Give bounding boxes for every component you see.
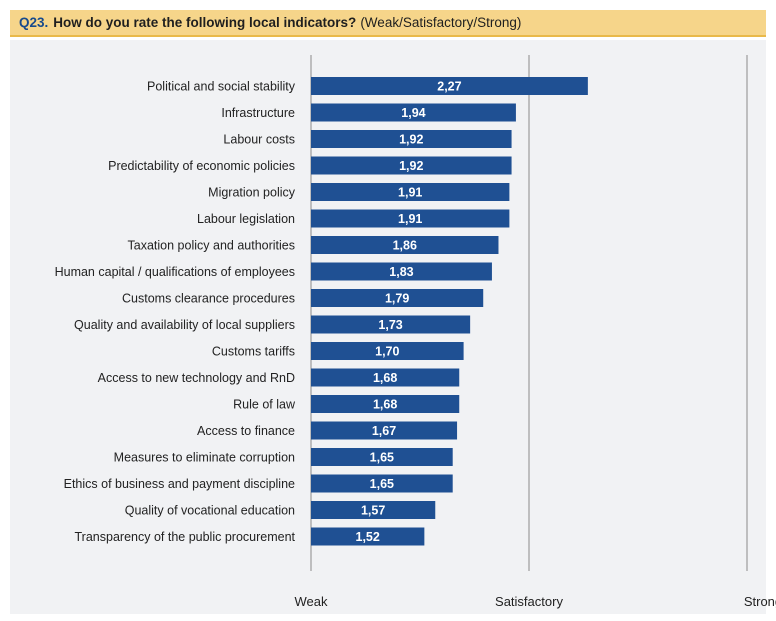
bar-11 bbox=[311, 368, 460, 387]
category-label-4: Migration policy bbox=[208, 186, 296, 200]
category-label-13: Access to finance bbox=[197, 424, 295, 438]
value-label-15: 1,65 bbox=[370, 477, 394, 491]
value-label-2: 1,92 bbox=[399, 133, 423, 147]
bar-4 bbox=[311, 183, 510, 201]
bar-1 bbox=[311, 103, 516, 122]
x-tick-label-1: Satisfactory bbox=[495, 594, 563, 609]
bar-6 bbox=[311, 236, 499, 254]
bar-12 bbox=[311, 395, 460, 413]
value-label-13: 1,67 bbox=[372, 424, 396, 438]
value-label-16: 1,57 bbox=[361, 504, 385, 518]
bar-9 bbox=[311, 315, 471, 334]
category-label-16: Quality of vocational education bbox=[125, 504, 295, 518]
value-label-4: 1,91 bbox=[398, 186, 422, 200]
category-label-5: Labour legislation bbox=[197, 212, 295, 226]
question-header: Q23. How do you rate the following local… bbox=[10, 10, 766, 37]
category-label-7: Human capital / qualifications of employ… bbox=[55, 265, 295, 279]
category-label-11: Access to new technology and RnD bbox=[98, 371, 295, 385]
category-label-1: Infrastructure bbox=[221, 106, 295, 120]
category-label-8: Customs clearance procedures bbox=[122, 292, 295, 306]
value-label-7: 1,83 bbox=[389, 265, 413, 279]
value-label-9: 1,73 bbox=[378, 318, 402, 332]
bar-5 bbox=[311, 209, 510, 228]
value-label-12: 1,68 bbox=[373, 398, 397, 412]
category-label-0: Political and social stability bbox=[147, 80, 296, 94]
value-label-1: 1,94 bbox=[401, 106, 425, 120]
question-title: How do you rate the following local indi… bbox=[53, 15, 357, 30]
bar-7 bbox=[311, 262, 492, 281]
category-label-3: Predictability of economic policies bbox=[108, 159, 295, 173]
bar-16 bbox=[311, 501, 436, 519]
bar-13 bbox=[311, 421, 458, 440]
category-label-15: Ethics of business and payment disciplin… bbox=[64, 477, 295, 491]
category-label-10: Customs tariffs bbox=[212, 345, 295, 359]
value-label-11: 1,68 bbox=[373, 371, 397, 385]
category-label-2: Labour costs bbox=[223, 133, 295, 147]
category-label-6: Taxation policy and authorities bbox=[128, 239, 295, 253]
value-label-5: 1,91 bbox=[398, 212, 422, 226]
value-label-0: 2,27 bbox=[437, 80, 461, 94]
scale-note: (Weak/Satisfactory/Strong) bbox=[360, 15, 522, 30]
category-label-12: Rule of law bbox=[233, 398, 296, 412]
category-label-14: Measures to eliminate corruption bbox=[114, 451, 295, 465]
category-label-17: Transparency of the public procurement bbox=[75, 530, 296, 544]
x-tick-label-0: Weak bbox=[295, 594, 328, 609]
bar-14 bbox=[311, 448, 453, 466]
question-number: Q23. bbox=[19, 15, 49, 30]
value-label-17: 1,52 bbox=[356, 530, 380, 544]
value-label-8: 1,79 bbox=[385, 292, 409, 306]
category-label-9: Quality and availability of local suppli… bbox=[74, 318, 295, 332]
value-label-6: 1,86 bbox=[393, 239, 417, 253]
bar-15 bbox=[311, 474, 453, 493]
bar-3 bbox=[311, 156, 512, 175]
bar-17 bbox=[311, 527, 425, 546]
value-label-14: 1,65 bbox=[370, 451, 394, 465]
bar-0 bbox=[311, 77, 588, 95]
bar-2 bbox=[311, 130, 512, 148]
value-label-10: 1,70 bbox=[375, 345, 399, 359]
x-tick-label-2: Strong bbox=[744, 594, 776, 609]
value-label-3: 1,92 bbox=[399, 159, 423, 173]
bar-10 bbox=[311, 342, 464, 360]
bar-8 bbox=[311, 289, 484, 307]
